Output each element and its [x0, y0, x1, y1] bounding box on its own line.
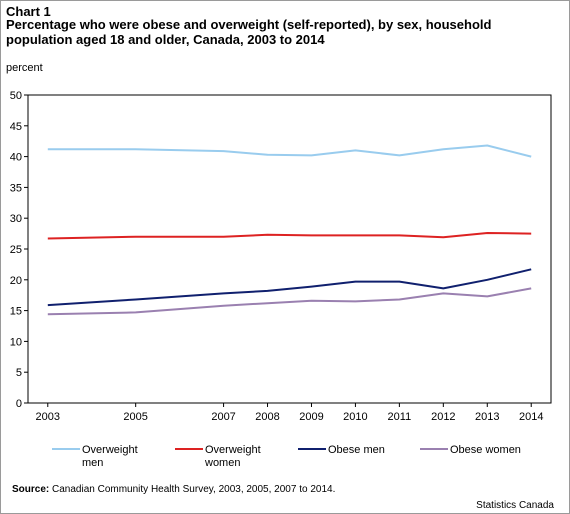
x-tick-label: 2014 — [519, 411, 543, 423]
y-tick-label: 15 — [10, 306, 22, 318]
legend-label: Obese men — [328, 444, 385, 456]
x-tick-label: 2007 — [211, 411, 235, 423]
y-tick-label: 35 — [10, 182, 22, 194]
x-tick-label: 2009 — [299, 411, 323, 423]
legend-label: Overweight — [82, 444, 138, 456]
plot-area — [27, 94, 552, 404]
y-axis: 0 5 10 15 20 25 30 35 40 45 50 — [10, 90, 28, 410]
y-tick-label: 40 — [10, 152, 22, 164]
y-tick-label: 0 — [16, 398, 22, 410]
series-line-overweight-women — [47, 232, 532, 240]
y-tick-label: 5 — [16, 367, 22, 379]
x-tick-label: 2003 — [36, 411, 60, 423]
y-axis-unit-label: percent — [6, 62, 43, 74]
y-tick-label: 50 — [10, 90, 22, 102]
y-tick-label: 10 — [10, 336, 22, 348]
x-tick-label: 2012 — [431, 411, 455, 423]
chart-title: Percentage who were obese and overweight… — [6, 17, 492, 47]
series-line-obese-women — [47, 287, 532, 316]
legend-label: men — [82, 457, 103, 469]
x-tick-label: 2010 — [343, 411, 367, 423]
x-axis: 2003 2005 2007 2008 2009 2010 2011 2012 2013 2014 — [36, 403, 543, 423]
chart-number: Chart 1 — [6, 4, 51, 19]
x-tick-label: 2008 — [255, 411, 279, 423]
source-text: Canadian Community Health Survey, 2003, … — [49, 484, 336, 495]
x-tick-label: 2011 — [388, 411, 412, 423]
x-tick-label: 2013 — [475, 411, 499, 423]
y-tick-label: 25 — [10, 244, 22, 256]
credit-text: Statistics Canada — [476, 500, 554, 511]
legend-label: Obese women — [450, 444, 521, 456]
series-line-overweight-men — [47, 144, 532, 158]
legend-label: women — [204, 457, 240, 469]
source-label: Source: — [12, 484, 50, 495]
source-note: Source: Canadian Community Health Survey… — [12, 484, 335, 495]
legend-label: Overweight — [205, 444, 261, 456]
series-lines — [47, 144, 532, 316]
x-tick-label: 2005 — [123, 411, 147, 423]
y-tick-label: 20 — [10, 275, 22, 287]
series-line-obese-men — [47, 268, 532, 307]
y-tick-label: 45 — [10, 121, 22, 133]
y-tick-label: 30 — [10, 213, 22, 225]
